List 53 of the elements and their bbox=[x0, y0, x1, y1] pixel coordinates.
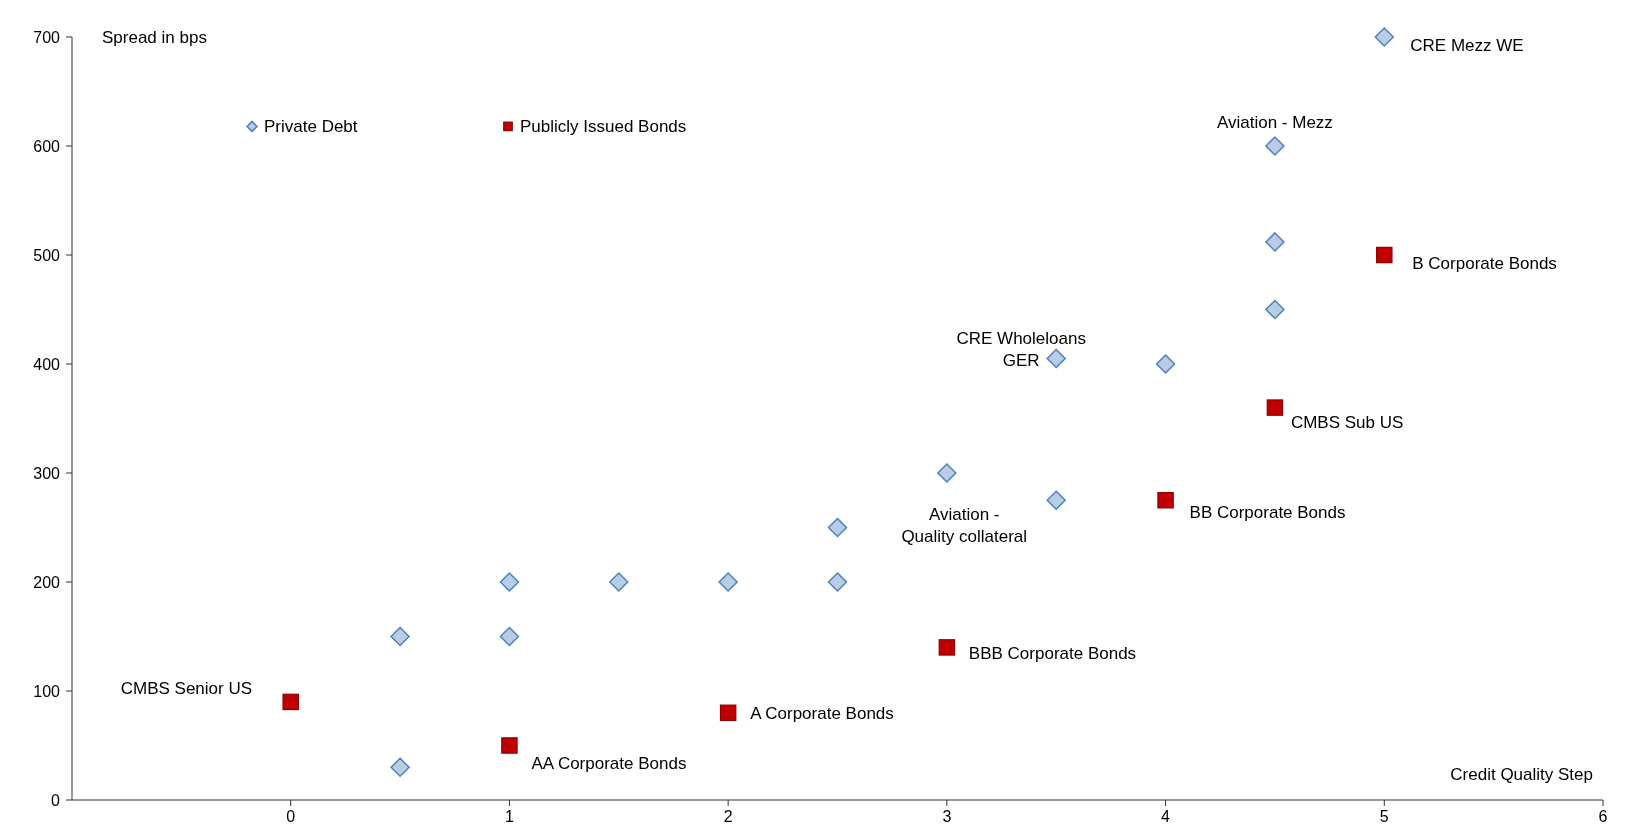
y-tick-label: 600 bbox=[33, 137, 61, 155]
x-tick-label: 2 bbox=[723, 808, 733, 825]
annotation: BBB Corporate Bonds bbox=[968, 644, 1137, 664]
legend-label: Private Debt bbox=[264, 117, 358, 137]
point bbox=[1265, 299, 1285, 320]
annotation: Aviation - Quality collateral bbox=[901, 505, 1028, 547]
y-tick-label: 200 bbox=[33, 573, 61, 591]
point bbox=[499, 626, 520, 647]
annotation: CMBS Senior US bbox=[120, 678, 253, 698]
annotation: BB Corporate Bonds bbox=[1189, 503, 1346, 523]
x-tick-label: 4 bbox=[1161, 808, 1171, 825]
x-tick-label: 3 bbox=[942, 808, 952, 825]
point bbox=[718, 572, 738, 592]
point bbox=[1155, 354, 1176, 374]
annotation: B Corporate Bonds bbox=[1412, 253, 1557, 273]
annotation: Aviation - Mezz bbox=[1216, 112, 1333, 132]
annotation: A Corporate Bonds bbox=[750, 703, 894, 723]
annotation: AA Corporate Bonds bbox=[531, 754, 687, 774]
point bbox=[282, 693, 299, 711]
point bbox=[1266, 399, 1284, 416]
point bbox=[1376, 246, 1393, 264]
y-tick-label: 300 bbox=[33, 464, 61, 482]
x-tick-label: 0 bbox=[286, 808, 296, 825]
point bbox=[499, 572, 520, 592]
point bbox=[827, 517, 848, 538]
point bbox=[938, 639, 956, 656]
annotation: CRE Wholeloans GER bbox=[956, 328, 1086, 370]
point bbox=[827, 572, 848, 592]
point bbox=[390, 626, 410, 647]
x-tick-label: 1 bbox=[504, 808, 514, 825]
x-axis-title: Credit Quality Step bbox=[1450, 765, 1593, 784]
y-tick-label: 700 bbox=[33, 28, 61, 46]
point bbox=[1265, 232, 1285, 252]
y-tick-label: 100 bbox=[33, 682, 61, 700]
x-tick-label: 5 bbox=[1379, 808, 1389, 825]
y-tick-label: 400 bbox=[33, 355, 61, 373]
point bbox=[1265, 136, 1285, 156]
annotation: CRE Mezz WE bbox=[1410, 35, 1524, 55]
point bbox=[1157, 492, 1174, 509]
y-tick-label: 500 bbox=[33, 246, 61, 264]
point bbox=[719, 704, 737, 722]
point bbox=[390, 757, 410, 778]
point bbox=[1046, 348, 1066, 369]
legend-label: Publicly Issued Bonds bbox=[520, 117, 687, 137]
point bbox=[1046, 490, 1066, 510]
annotation: CMBS Sub US bbox=[1290, 412, 1404, 432]
x-tick-label: 6 bbox=[1598, 808, 1608, 825]
point bbox=[937, 463, 957, 483]
point bbox=[1374, 27, 1395, 47]
y-tick-label: 0 bbox=[51, 791, 61, 809]
point bbox=[609, 572, 629, 592]
point bbox=[501, 737, 518, 754]
y-axis-title: Spread in bps bbox=[102, 28, 207, 47]
